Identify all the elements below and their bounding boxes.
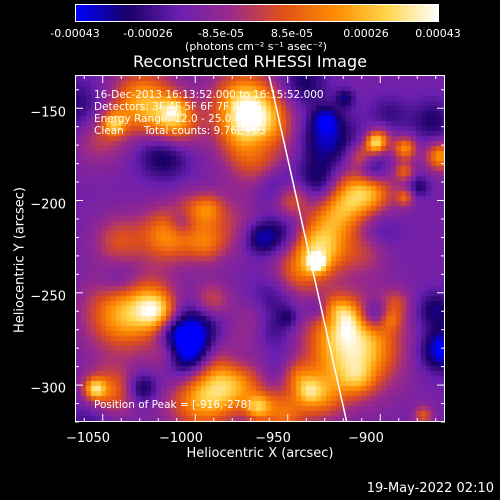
x-tick-label: −900 [348, 431, 384, 446]
x-tick-label: −950 [255, 431, 291, 446]
chart-title: Reconstructed RHESSI Image [133, 52, 367, 71]
colorbar [75, 4, 439, 22]
annotation-detectors: Detectors: 3F 4F 5F 6F 7F 8F 9F [94, 101, 262, 113]
colorbar-units-label: (photons cm⁻² s⁻¹ asec⁻²) [185, 40, 327, 53]
colorbar-tick: 0.00043 [415, 27, 461, 40]
annotation-peak-position: Position of Peak = [-916,-278] [94, 399, 252, 411]
y-tick-label: −250 [30, 289, 66, 305]
colorbar-tick: 0.00026 [343, 27, 389, 40]
annotation-time-range: 16-Dec-2013 16:13:52.000 to 16:15:52.000 [94, 89, 324, 101]
annotation-counts: Clean Total counts: 9.76E+03 [94, 125, 266, 137]
x-tick-label: −1000 [159, 431, 203, 446]
y-tick-label: −200 [30, 197, 66, 213]
x-tick-label: −1050 [66, 431, 110, 446]
heatmap-image [76, 76, 444, 421]
y-tick-label: −150 [30, 105, 66, 121]
y-axis-label: Heliocentric Y (arcsec) [12, 187, 28, 333]
colorbar-tick: -8.5e-05 [197, 27, 245, 40]
timestamp: 19-May-2022 02:10 [366, 481, 494, 496]
plot-area: 16-Dec-2013 16:13:52.000 to 16:15:52.000… [75, 75, 445, 422]
annotation-energy-range: Energy Range: 12.0 - 25.0 keV [94, 113, 255, 125]
overlay-layer [268, 76, 348, 421]
colorbar-tick: 8.5e-05 [270, 27, 314, 40]
colorbar-tick: -0.00026 [123, 27, 173, 40]
y-tick-label: −300 [30, 381, 66, 397]
colorbar-tick: -0.00043 [50, 27, 100, 40]
x-axis-label: Heliocentric X (arcsec) [186, 446, 334, 461]
solar-limb-line [268, 76, 348, 421]
